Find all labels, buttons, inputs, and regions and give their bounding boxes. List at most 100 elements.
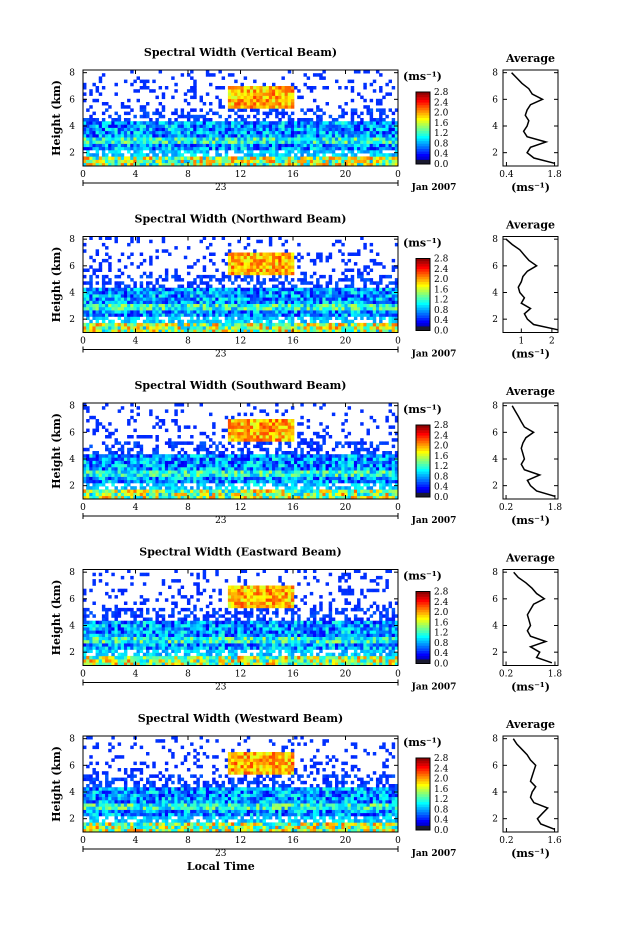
heatmap-cell bbox=[193, 146, 197, 151]
heatmap-cell bbox=[105, 473, 109, 477]
heatmap-cell bbox=[149, 470, 153, 474]
heatmap-cell bbox=[357, 156, 361, 160]
heatmap-cell bbox=[186, 134, 191, 138]
heatmap-cell bbox=[278, 98, 282, 103]
heatmap-cell bbox=[180, 127, 185, 132]
heatmap-cell bbox=[127, 118, 131, 122]
heatmap-cell bbox=[190, 150, 194, 154]
heatmap-cell bbox=[158, 146, 163, 151]
heatmap-cell bbox=[158, 479, 163, 484]
heatmap-cell bbox=[130, 134, 134, 138]
heatmap-cell bbox=[215, 303, 219, 308]
heatmap-cell bbox=[231, 451, 235, 455]
heatmap-cell bbox=[152, 146, 156, 151]
heatmap-cell bbox=[161, 495, 166, 500]
heatmap-cell bbox=[168, 140, 172, 144]
heatmap-cell bbox=[146, 290, 150, 295]
heatmap-cell bbox=[158, 297, 163, 301]
heatmap-cell bbox=[262, 329, 266, 333]
heatmap-cell bbox=[262, 473, 266, 477]
heatmap-cell bbox=[136, 489, 140, 493]
heatmap-cell bbox=[335, 290, 339, 295]
heatmap-cell bbox=[272, 460, 276, 465]
heatmap-cell bbox=[152, 489, 156, 493]
heatmap-cell bbox=[95, 159, 100, 164]
heatmap-cell bbox=[341, 143, 345, 148]
heatmap-cell bbox=[272, 105, 276, 109]
heatmap-cell bbox=[379, 300, 383, 304]
heatmap-cell bbox=[319, 319, 323, 324]
heatmap-cell bbox=[391, 258, 396, 263]
heatmap-cell bbox=[149, 303, 153, 308]
heatmap-cell bbox=[284, 290, 289, 295]
heatmap-cell bbox=[382, 290, 386, 295]
heatmap-cell bbox=[325, 258, 329, 263]
heatmap-cell bbox=[328, 124, 333, 128]
heatmap-cell bbox=[312, 294, 317, 298]
heatmap-cell bbox=[212, 431, 216, 436]
heatmap-cell bbox=[180, 130, 185, 135]
heatmap-cell bbox=[212, 130, 216, 135]
heatmap-cell bbox=[316, 130, 320, 135]
heatmap-cell bbox=[227, 326, 232, 330]
heatmap-cell bbox=[275, 463, 279, 468]
heatmap-cell bbox=[360, 329, 364, 333]
heatmap-cell bbox=[164, 137, 169, 141]
heatmap-cell bbox=[372, 287, 377, 292]
heatmap-cell bbox=[322, 137, 326, 141]
heatmap-cell bbox=[272, 150, 276, 154]
heatmap-cell bbox=[272, 140, 276, 144]
heatmap-cell bbox=[205, 470, 210, 474]
heatmap-cell bbox=[259, 329, 263, 333]
heatmap-cell bbox=[249, 262, 254, 266]
heatmap-cell bbox=[139, 284, 144, 288]
heatmap-cell bbox=[161, 121, 166, 125]
heatmap-cell bbox=[369, 98, 374, 103]
heatmap-cell bbox=[382, 121, 386, 125]
heatmap-cell bbox=[142, 303, 147, 308]
heatmap-cell bbox=[92, 495, 96, 500]
heatmap-cell bbox=[231, 271, 235, 276]
heatmap-cell bbox=[136, 89, 140, 93]
heatmap-cell bbox=[86, 134, 90, 138]
heatmap-cell bbox=[136, 294, 140, 298]
heatmap-cell bbox=[328, 143, 333, 148]
heatmap-cell bbox=[161, 297, 166, 301]
heatmap-cell bbox=[149, 463, 153, 468]
heatmap-cell bbox=[234, 486, 238, 490]
heatmap-cell bbox=[146, 435, 150, 439]
heatmap-cell bbox=[123, 127, 128, 132]
heatmap-cell bbox=[133, 473, 137, 477]
heatmap-cell bbox=[366, 310, 370, 314]
heatmap-cell bbox=[117, 316, 122, 320]
heatmap-cell bbox=[177, 403, 181, 407]
heatmap-cell bbox=[215, 146, 219, 151]
heatmap-cell bbox=[328, 274, 333, 279]
heatmap-cell bbox=[265, 134, 270, 138]
heatmap-cell bbox=[120, 310, 125, 314]
heatmap-cell bbox=[391, 329, 396, 333]
heatmap-cell bbox=[322, 326, 326, 330]
heatmap-cell bbox=[218, 303, 222, 308]
heatmap-cell bbox=[139, 146, 144, 151]
heatmap-cell bbox=[231, 444, 235, 449]
heatmap-cell bbox=[338, 290, 342, 295]
heatmap-cell bbox=[174, 143, 178, 148]
heatmap-cell bbox=[357, 290, 361, 295]
heatmap-cell bbox=[155, 322, 159, 327]
heatmap-cell bbox=[108, 114, 112, 119]
heatmap-cell bbox=[117, 329, 122, 333]
heatmap-cell bbox=[382, 306, 386, 311]
heatmap-cell bbox=[347, 313, 352, 317]
heatmap-cell bbox=[249, 300, 254, 304]
heatmap-cell bbox=[363, 326, 367, 330]
heatmap-cell bbox=[262, 150, 266, 154]
heatmap-cell bbox=[117, 150, 122, 154]
heatmap-cell bbox=[231, 415, 235, 420]
heatmap-cell bbox=[253, 470, 257, 474]
heatmap-cell bbox=[155, 326, 159, 330]
heatmap-cell bbox=[149, 492, 153, 497]
heatmap-cell bbox=[231, 262, 235, 266]
heatmap-cell bbox=[306, 146, 311, 151]
heatmap-cell bbox=[306, 287, 311, 292]
